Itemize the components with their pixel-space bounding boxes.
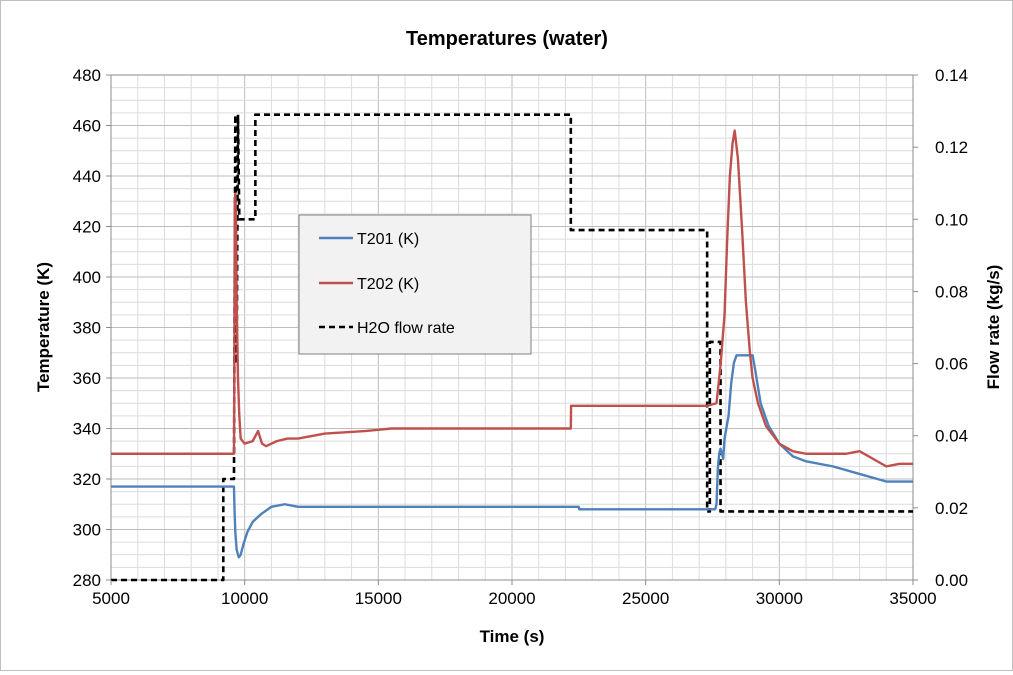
chart-title: Temperatures (water) — [406, 28, 608, 50]
series-layer — [111, 113, 913, 582]
y-tick-label: 300 — [73, 521, 101, 540]
x-tick-label: 5000 — [92, 589, 130, 608]
x-tick-label: 15000 — [355, 589, 402, 608]
legend: T201 (K) T202 (K) H2O flow rate — [298, 214, 532, 355]
x-tick-label: 25000 — [622, 589, 669, 608]
y2-tick-label: 0.12 — [935, 138, 968, 157]
y2-axis-title: Flow rate (kg/s) — [984, 265, 1003, 390]
legend-label-2: H2O flow rate — [357, 320, 455, 337]
x-tick-label: 35000 — [889, 589, 936, 608]
legend-label-1: T202 (K) — [357, 276, 419, 293]
y-tick-label: 420 — [73, 218, 101, 237]
y2-axis-ticks: 0.00 0.02 0.04 0.06 0.08 0.10 0.12 0.14 — [913, 66, 968, 590]
x-axis-ticks: 5000 10000 15000 20000 25000 30000 35000 — [92, 580, 937, 608]
y2-tick-label: 0.14 — [935, 66, 968, 85]
y-tick-label: 280 — [73, 571, 101, 590]
x-tick-label: 10000 — [221, 589, 268, 608]
y-tick-label: 380 — [73, 319, 101, 338]
y-tick-label: 400 — [73, 268, 101, 287]
x-axis-title: Time (s) — [480, 627, 545, 646]
y-tick-label: 440 — [73, 167, 101, 186]
y2-tick-label: 0.02 — [935, 499, 968, 518]
y-tick-label: 460 — [73, 117, 101, 136]
y-tick-label: 320 — [73, 470, 101, 489]
series-line-1 — [111, 129, 913, 468]
series-line-2 — [111, 113, 913, 582]
y-axis-ticks: 280 300 320 340 360 380 400 420 440 460 480 — [73, 66, 111, 590]
y2-tick-label: 0.04 — [935, 427, 968, 446]
y-tick-label: 360 — [73, 369, 101, 388]
y2-tick-label: 0.10 — [935, 210, 968, 229]
y-tick-label: 340 — [73, 420, 101, 439]
y-tick-label: 480 — [73, 66, 101, 85]
x-tick-label: 30000 — [756, 589, 803, 608]
y2-tick-label: 0.08 — [935, 282, 968, 301]
legend-label-0: T201 (K) — [357, 231, 419, 248]
x-tick-label: 20000 — [488, 589, 535, 608]
y2-tick-label: 0.06 — [935, 355, 968, 374]
y-axis-title: Temperature (K) — [34, 262, 53, 392]
y2-tick-label: 0.00 — [935, 571, 968, 590]
